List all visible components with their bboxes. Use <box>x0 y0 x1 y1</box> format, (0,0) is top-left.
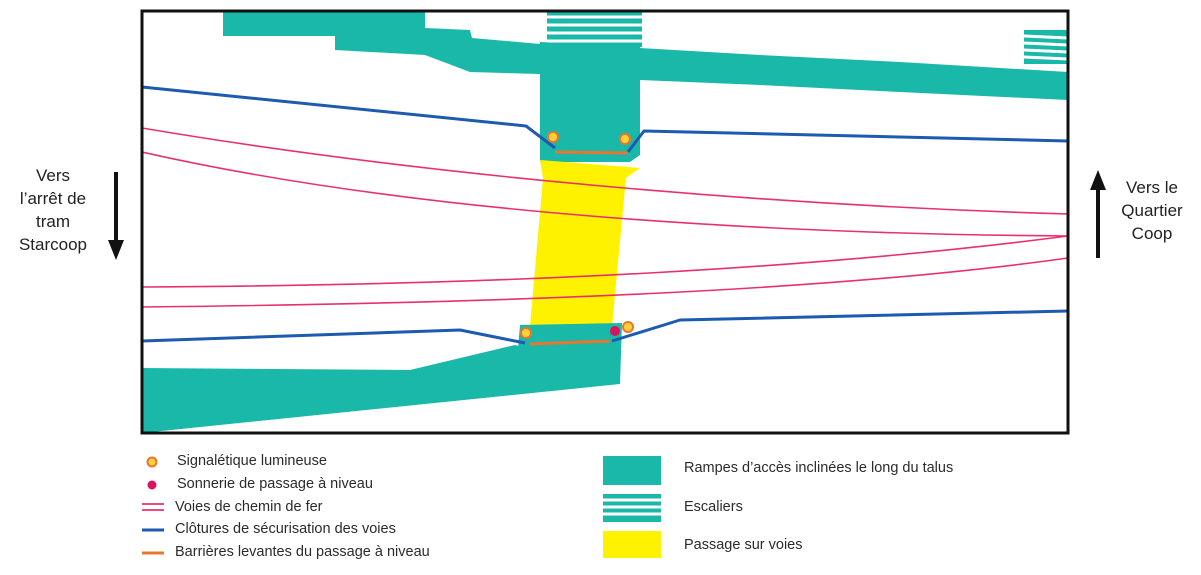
legend-rail-icon <box>142 503 164 511</box>
direction-right-label: Vers le Quartier Coop <box>1121 178 1183 243</box>
legend-crossing-icon <box>603 531 661 558</box>
legend-fence-icon <box>142 528 164 532</box>
legend-signal-icon <box>146 456 158 468</box>
legend-stairs-label: Escaliers <box>684 499 743 515</box>
legend-ramp-icon <box>603 456 661 485</box>
arrow-up-icon <box>1090 170 1106 258</box>
legend-ramp-label: Rampes d’accès inclinées le long du talu… <box>684 460 954 476</box>
rail-lines <box>142 127 1068 308</box>
signal-light <box>622 321 634 333</box>
stairs-right <box>1023 30 1068 64</box>
legend-bell-icon <box>147 480 157 490</box>
ramp-top-access <box>540 42 640 162</box>
legend-barrier-icon <box>142 551 164 555</box>
signal-light <box>619 133 631 145</box>
signal-light <box>520 327 532 339</box>
ramp-bottom-embankment <box>142 345 620 433</box>
legend-fence-label: Clôtures de sécurisation des voies <box>175 521 396 537</box>
legend-rail-label: Voies de chemin de fer <box>175 499 323 515</box>
crossing-area <box>530 160 640 326</box>
barrier-top <box>554 150 629 155</box>
direction-left-label: Vers l’arrêt de tram Starcoop <box>18 166 88 254</box>
legend-crossing-label: Passage sur voies <box>684 537 803 553</box>
fences <box>142 85 1068 345</box>
legend-stairs-icon <box>603 494 661 522</box>
arrow-down-icon <box>108 172 124 260</box>
crossing-bell <box>610 326 620 336</box>
map-frame <box>140 9 1070 435</box>
ramp-top-embankment <box>223 11 1068 100</box>
legend-bell-label: Sonnerie de passage à niveau <box>177 476 373 492</box>
legend-barrier-label: Barrières levantes du passage à niveau <box>175 544 430 560</box>
signal-light <box>547 131 559 143</box>
stairs-top <box>547 11 642 47</box>
legend-signal-label: Signalétique lumineuse <box>177 453 327 469</box>
barrier-bottom <box>529 339 611 346</box>
